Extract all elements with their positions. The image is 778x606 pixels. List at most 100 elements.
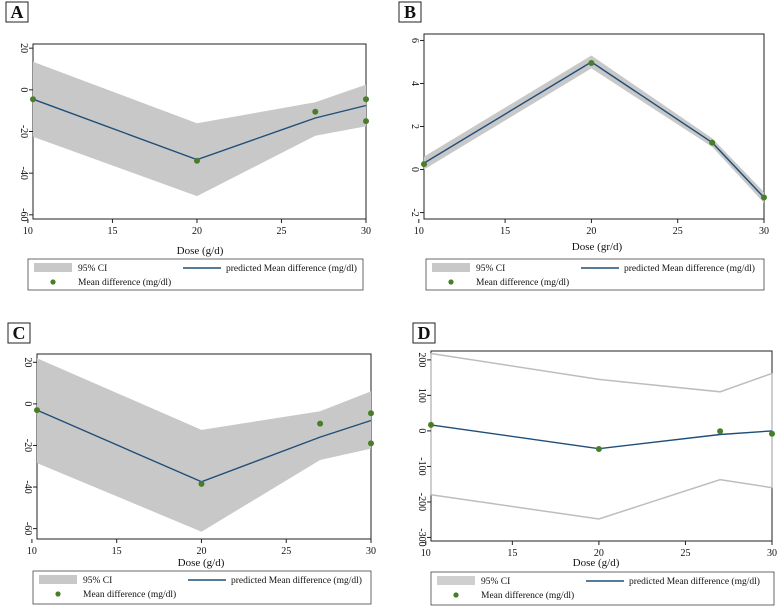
x-tick-label: 20 <box>594 548 604 559</box>
plot-frame <box>430 350 773 542</box>
legend-ci-label: 95% CI <box>481 577 510 587</box>
data-point <box>717 428 724 435</box>
legend-point-swatch <box>448 279 454 285</box>
data-point <box>595 446 602 452</box>
data-point <box>363 96 369 103</box>
legend-ci-swatch <box>34 263 72 272</box>
y-tick-label: 20 <box>22 357 33 367</box>
data-point <box>761 194 767 201</box>
legend-ci-swatch <box>437 576 475 585</box>
x-tick-label: 15 <box>112 546 122 557</box>
y-tick-label: -300 <box>416 528 427 546</box>
x-axis-label: Dose (g/d) <box>573 557 620 569</box>
legend-line-label: predicted Mean difference (mg/dl) <box>629 576 760 587</box>
y-tick-label: -40 <box>22 480 33 493</box>
x-tick-label: 15 <box>107 226 117 237</box>
predicted-line <box>423 61 765 198</box>
ci-band <box>33 61 366 197</box>
x-tick-label: 30 <box>759 226 769 237</box>
y-tick-label: 0 <box>416 428 427 433</box>
data-point <box>421 161 427 168</box>
data-point <box>588 60 595 66</box>
legend-line-label: predicted Mean difference (mg/dl) <box>226 263 357 274</box>
x-axis-label: Dose (g/d) <box>178 557 225 569</box>
panel-label-box <box>5 1 29 23</box>
ci-band <box>424 55 764 203</box>
panel-label-text: C <box>13 323 26 343</box>
x-tick-label: 20 <box>586 226 596 237</box>
data-point <box>312 108 319 115</box>
x-tick-label: 10 <box>421 548 431 559</box>
x-tick-label: 30 <box>366 546 376 557</box>
panel-label-text: D <box>418 323 431 343</box>
y-tick-label: 4 <box>409 81 420 86</box>
legend-point-swatch <box>50 279 56 285</box>
data-point <box>198 480 205 487</box>
legend: 95% CI predicted Mean difference (mg/dl) M… <box>430 571 775 606</box>
y-tick-label: 0 <box>18 87 29 92</box>
predicted-line <box>32 98 367 161</box>
legend-box <box>32 570 372 605</box>
data-point <box>34 407 40 414</box>
panel-label: C <box>7 322 31 344</box>
y-tick-label: -200 <box>416 493 427 511</box>
data-point <box>194 157 200 164</box>
x-tick-label: 15 <box>507 548 517 559</box>
legend-ci-swatch <box>39 575 77 584</box>
x-axis-label: Dose (gr/d) <box>572 241 623 253</box>
predicted-line <box>430 424 773 450</box>
ci-upper-line <box>430 352 773 393</box>
panel-label: D <box>412 322 436 344</box>
x-tick-label: 25 <box>680 548 690 559</box>
data-point <box>709 139 716 146</box>
ci-lower-line <box>430 478 773 520</box>
legend: 95% CI predicted Mean difference (mg/dl) M… <box>425 258 765 291</box>
y-tick-label: 6 <box>409 38 420 43</box>
panel-label-box <box>7 322 31 344</box>
x-tick-label: 25 <box>276 226 286 237</box>
legend-line-label: predicted Mean difference (mg/dl) <box>231 575 362 586</box>
x-tick-label: 10 <box>27 546 37 557</box>
y-tick-label: -60 <box>22 522 33 535</box>
legend-ci-label: 95% CI <box>83 576 112 586</box>
legend: 95% CI predicted Mean difference (mg/dl) M… <box>27 258 364 291</box>
panel-d: D 10 15 20 25 30 200 100 0 -100 -200 -300 Dose (g/d)… <box>412 322 777 606</box>
legend: 95% CI predicted Mean difference (mg/dl) M… <box>32 570 372 605</box>
legend-box <box>27 258 364 291</box>
x-tick-label: 20 <box>196 546 206 557</box>
y-tick-label: -40 <box>18 166 29 179</box>
panel-label-text: A <box>11 2 24 22</box>
x-tick-label: 25 <box>673 226 683 237</box>
y-tick-label: -20 <box>22 439 33 452</box>
y-tick-label: 2 <box>409 124 420 129</box>
data-point <box>428 421 434 428</box>
legend-point-label: Mean difference (mg/dl) <box>78 277 171 288</box>
y-tick-label: 200 <box>416 352 427 367</box>
legend-point-swatch <box>453 592 459 598</box>
legend-ci-label: 95% CI <box>78 264 107 274</box>
y-tick-label: 20 <box>18 43 29 53</box>
data-point <box>368 410 374 417</box>
panel-label-box <box>412 322 436 344</box>
panel-a: A 10 15 20 25 30 20 0 -20 -40 -60 Dose (g/d) 95% CI p… <box>5 1 371 291</box>
legend-point-label: Mean difference (mg/dl) <box>481 590 574 601</box>
panel-label: A <box>5 1 29 23</box>
x-tick-label: 30 <box>767 548 777 559</box>
panel-label: B <box>398 1 422 23</box>
y-tick-label: -100 <box>416 457 427 475</box>
y-tick-label: -2 <box>409 208 420 216</box>
predicted-line <box>36 409 372 483</box>
x-axis-label: Dose (g/d) <box>177 245 224 257</box>
legend-box <box>425 258 765 291</box>
legend-ci-label: 95% CI <box>476 264 505 274</box>
panel-c: C 10 15 20 25 30 20 0 -20 -40 -60 Dose (g/d) 95% CI p… <box>7 322 376 605</box>
legend-point-swatch <box>55 591 61 597</box>
y-tick-label: 0 <box>22 401 33 406</box>
panel-label-text: B <box>404 2 416 22</box>
data-point <box>769 430 775 437</box>
y-tick-label: -60 <box>18 208 29 221</box>
legend-ci-swatch <box>432 263 470 272</box>
x-tick-label: 30 <box>361 226 371 237</box>
